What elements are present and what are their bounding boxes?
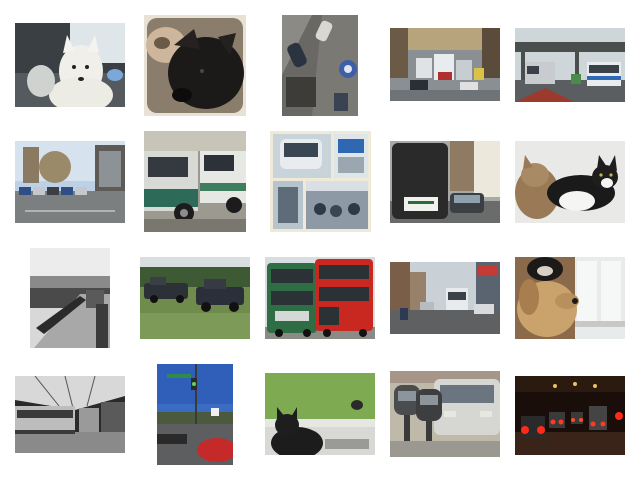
busy-city-street-image — [390, 28, 500, 101]
thumbnail-dog-and-kitten[interactable]: Black dog resting beside a kitten — [144, 15, 246, 116]
thumbnail-subway-collage[interactable]: Subway train collage — [270, 131, 371, 232]
overhead-street-image — [282, 15, 358, 116]
thumbnail-dog-in-car[interactable]: White dog looking out of a car window — [15, 23, 125, 107]
parade-on-bridge-image — [30, 248, 110, 348]
thumbnail-bus-under-bridge[interactable]: Bus and truck under an elevated bridge — [515, 28, 625, 102]
thumbnail-city-street-bus[interactable]: City street with cars and a bus — [390, 262, 500, 334]
parking-lot-image — [15, 141, 125, 223]
trucks-on-field-image — [140, 257, 250, 339]
subway-collage-image — [270, 131, 371, 232]
thumbnail-double-decker-buses[interactable]: Green and red double-decker buses — [265, 257, 375, 339]
thumbnail-busy-city-street[interactable]: Busy city street with buses and traffic — [390, 28, 500, 101]
thumbnail-two-cats[interactable]: Black and white cat lying next to a tabb… — [515, 141, 625, 223]
thumbnail-parade-on-bridge[interactable]: Black and white photo of a parade on a b… — [30, 248, 110, 348]
dog-and-kitten-image — [144, 15, 246, 116]
bus-under-bridge-image — [515, 28, 625, 102]
thumbnail-night-traffic[interactable]: Night traffic with red tail lights in a … — [515, 376, 625, 455]
dogs-at-window-image — [515, 257, 625, 339]
city-street-bus-image — [390, 262, 500, 334]
thumbnail-trucks-and-vans[interactable]: Trucks and vans parked together — [144, 131, 246, 232]
thumbnail-trucks-on-field[interactable]: Two pickup trucks on a grassy field — [140, 257, 250, 339]
train-station-image — [15, 376, 125, 453]
thumbnail-dogs-at-window[interactable]: Dogs looking out of a window — [515, 257, 625, 339]
thumbnail-train-station[interactable]: Black and white train station — [15, 376, 125, 453]
trucks-and-vans-image — [144, 131, 246, 232]
parking-meters-suv-image — [390, 371, 500, 457]
two-cats-image — [515, 141, 625, 223]
cat-by-window-image — [265, 373, 375, 455]
thumbnail-cat-by-window[interactable]: Cat sitting by a window with grass outsi… — [265, 373, 375, 455]
double-decker-buses-image — [265, 257, 375, 339]
dog-in-car-image — [15, 23, 125, 107]
thumbnail-parking-meters-suv[interactable]: Parking meters in front of an SUV — [390, 371, 500, 457]
thumbnail-parking-meter-street[interactable]: Parking meter on a city street — [390, 141, 500, 223]
thumbnail-overhead-street[interactable]: Overhead view of a street with cars and … — [282, 15, 358, 116]
night-traffic-image — [515, 376, 625, 455]
thumbnail-street-corner[interactable]: Street corner with a traffic light and r… — [157, 364, 233, 465]
parking-meter-street-image — [390, 141, 500, 223]
street-corner-image — [157, 364, 233, 465]
thumbnail-parking-lot[interactable]: Parking lot with cars and a building — [15, 141, 125, 223]
